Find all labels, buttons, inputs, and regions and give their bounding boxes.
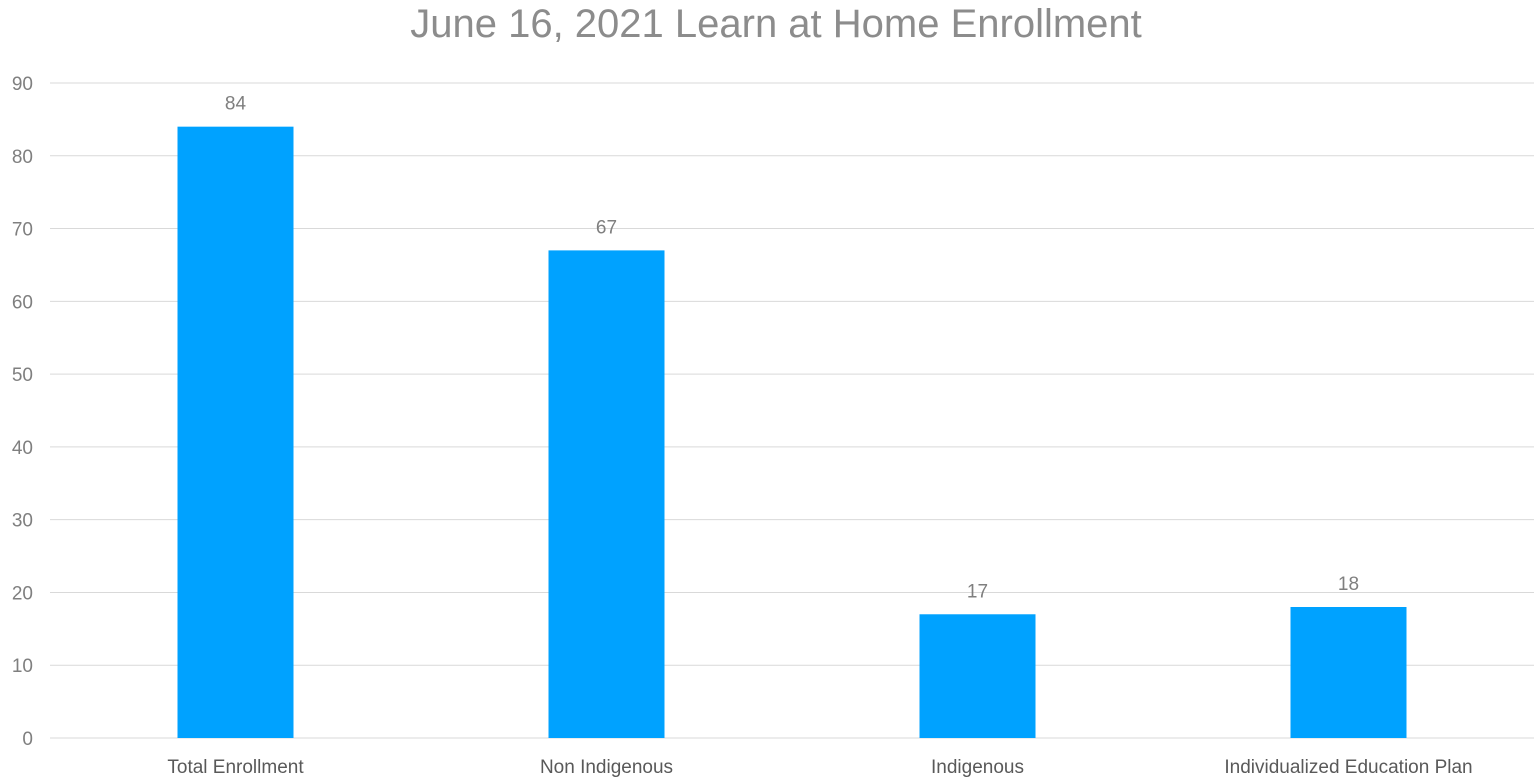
data-label: 18	[1338, 574, 1359, 595]
x-category-label: Non Indigenous	[540, 757, 673, 778]
y-tick-label: 30	[12, 511, 33, 532]
y-tick-label: 80	[12, 147, 33, 168]
gridlines	[50, 82, 1534, 739]
x-axis-categories: Total Enrollment Non Indigenous Indigenous…	[167, 757, 1472, 778]
bar	[1290, 607, 1407, 738]
bar	[177, 126, 294, 738]
x-category-label: Total Enrollment	[167, 757, 304, 778]
bars	[177, 126, 1407, 738]
y-tick-label: 60	[12, 292, 33, 313]
y-tick-label: 70	[12, 220, 33, 241]
x-category-label: Individualized Education Plan	[1224, 757, 1472, 778]
y-tick-label: 40	[12, 438, 33, 459]
y-tick-label: 0	[22, 729, 33, 750]
bar	[919, 614, 1036, 738]
y-axis-ticks: 0 10 20 30 40 50 60 70 80 90	[12, 74, 33, 750]
x-category-label: Indigenous	[931, 757, 1024, 778]
y-tick-label: 10	[12, 656, 33, 677]
bar	[548, 250, 665, 738]
chart-title: June 16, 2021 Learn at Home Enrollment	[410, 2, 1142, 46]
y-tick-label: 50	[12, 365, 33, 386]
data-label: 17	[967, 581, 988, 602]
data-label: 67	[596, 217, 617, 238]
y-tick-label: 90	[12, 74, 33, 95]
data-label: 84	[225, 94, 247, 115]
y-tick-label: 20	[12, 583, 33, 604]
data-labels: 84 67 17 18	[225, 94, 1359, 603]
